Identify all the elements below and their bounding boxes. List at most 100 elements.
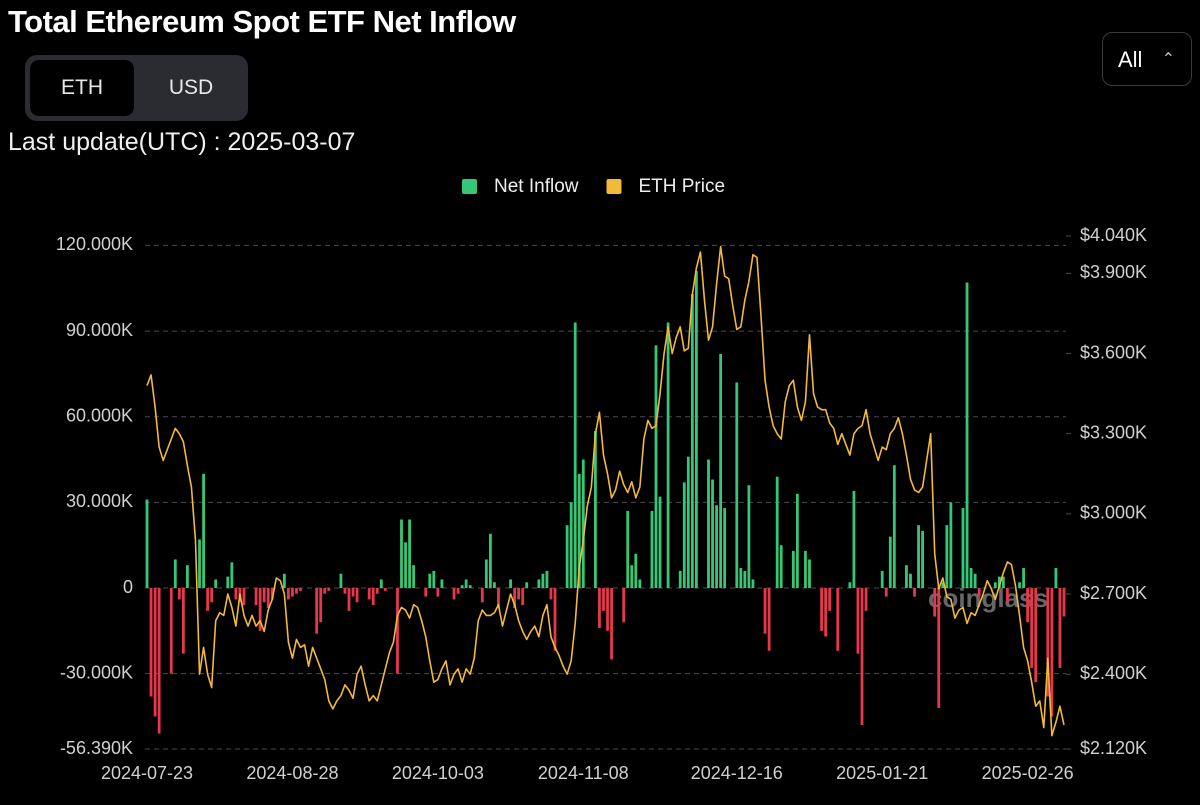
- y-tick-label: 60.000K: [66, 405, 133, 425]
- bar: [686, 456, 690, 589]
- legend-label: Net Inflow: [494, 176, 579, 197]
- bar: [145, 499, 149, 589]
- bar: [767, 588, 771, 651]
- bar: [751, 579, 755, 589]
- bar: [525, 582, 529, 589]
- bar: [945, 525, 949, 589]
- bar: [594, 430, 597, 589]
- bar: [432, 570, 436, 589]
- bar: [852, 490, 856, 589]
- bar: [969, 568, 973, 589]
- bar: [1058, 588, 1062, 668]
- unit-toggle: ETH USD: [25, 55, 248, 121]
- bar: [440, 579, 444, 589]
- bar: [1034, 588, 1038, 683]
- bar: [254, 588, 258, 606]
- bar: [820, 588, 824, 631]
- x-tick-label: 2024-11-08: [538, 763, 629, 783]
- y2-tick-label: $3.300K: [1080, 422, 1147, 442]
- y-tick-label: -56.390K: [60, 738, 133, 758]
- bar: [1054, 568, 1058, 589]
- bar: [347, 588, 351, 611]
- bar: [602, 588, 605, 611]
- legend-label: ETH Price: [638, 176, 725, 197]
- bar: [287, 588, 290, 600]
- bar: [424, 588, 428, 597]
- bar: [299, 588, 302, 591]
- bar: [315, 588, 319, 634]
- bar: [997, 576, 1001, 589]
- bar: [626, 510, 630, 589]
- bar: [367, 588, 371, 600]
- bar: [497, 588, 500, 608]
- bar: [775, 476, 779, 589]
- bar: [396, 588, 399, 674]
- toggle-eth[interactable]: ETH: [30, 60, 134, 116]
- bar: [921, 530, 924, 589]
- bar: [719, 353, 723, 589]
- bar: [493, 582, 496, 589]
- bar: [569, 502, 573, 589]
- bar: [808, 559, 811, 589]
- bar: [630, 565, 634, 589]
- y2-tick-label: $3.600K: [1080, 342, 1147, 362]
- page-title: Total Ethereum Spot ETF Net Inflow: [8, 4, 516, 39]
- bar: [295, 588, 298, 594]
- y-tick-label: 90.000K: [66, 320, 133, 340]
- bar: [905, 565, 908, 589]
- bar: [541, 573, 545, 589]
- y-tick-label: -30.000K: [60, 662, 133, 682]
- bar: [864, 588, 868, 611]
- bar: [933, 588, 937, 617]
- bar: [456, 588, 460, 594]
- legend-swatch: [462, 179, 477, 194]
- bar: [549, 588, 553, 600]
- y-tick-label: 30.000K: [66, 491, 133, 511]
- bar: [949, 502, 953, 589]
- bar: [791, 550, 795, 589]
- bar: [206, 588, 210, 611]
- bar: [941, 582, 945, 589]
- bar: [1030, 588, 1034, 668]
- bar: [622, 588, 626, 623]
- x-tick-label: 2024-12-16: [691, 763, 783, 783]
- bar: [892, 465, 896, 589]
- bar: [763, 588, 767, 634]
- x-tick-label: 2024-10-03: [392, 763, 484, 783]
- bar: [804, 550, 807, 589]
- bar: [1050, 588, 1054, 717]
- bar: [282, 573, 286, 589]
- bar: [577, 473, 581, 589]
- bar: [666, 322, 670, 589]
- bar: [545, 570, 549, 589]
- bar: [355, 588, 359, 603]
- bar: [153, 588, 157, 717]
- bar: [186, 565, 189, 589]
- bar: [521, 588, 525, 606]
- bar: [723, 508, 727, 589]
- bar: [565, 525, 569, 589]
- bar: [1026, 588, 1030, 623]
- bar: [795, 493, 799, 589]
- bar: [888, 536, 892, 589]
- bar: [214, 579, 218, 589]
- y2-tick-label: $2.700K: [1080, 583, 1147, 603]
- toggle-usd[interactable]: USD: [168, 76, 214, 99]
- bar: [149, 588, 153, 697]
- bar: [965, 282, 969, 589]
- bar: [573, 322, 577, 589]
- bar: [464, 579, 468, 589]
- bar: [509, 579, 512, 589]
- bar: [961, 508, 965, 589]
- bar: [198, 539, 201, 589]
- bar: [537, 579, 541, 589]
- y2-tick-label: $2.400K: [1080, 663, 1147, 683]
- x-tick-label: 2024-08-28: [246, 763, 338, 783]
- bar: [383, 588, 387, 591]
- range-select[interactable]: All ⌃: [1102, 32, 1192, 86]
- bar: [735, 382, 739, 589]
- bar: [1062, 588, 1066, 617]
- price-line: [146, 245, 1065, 737]
- bar: [230, 562, 234, 589]
